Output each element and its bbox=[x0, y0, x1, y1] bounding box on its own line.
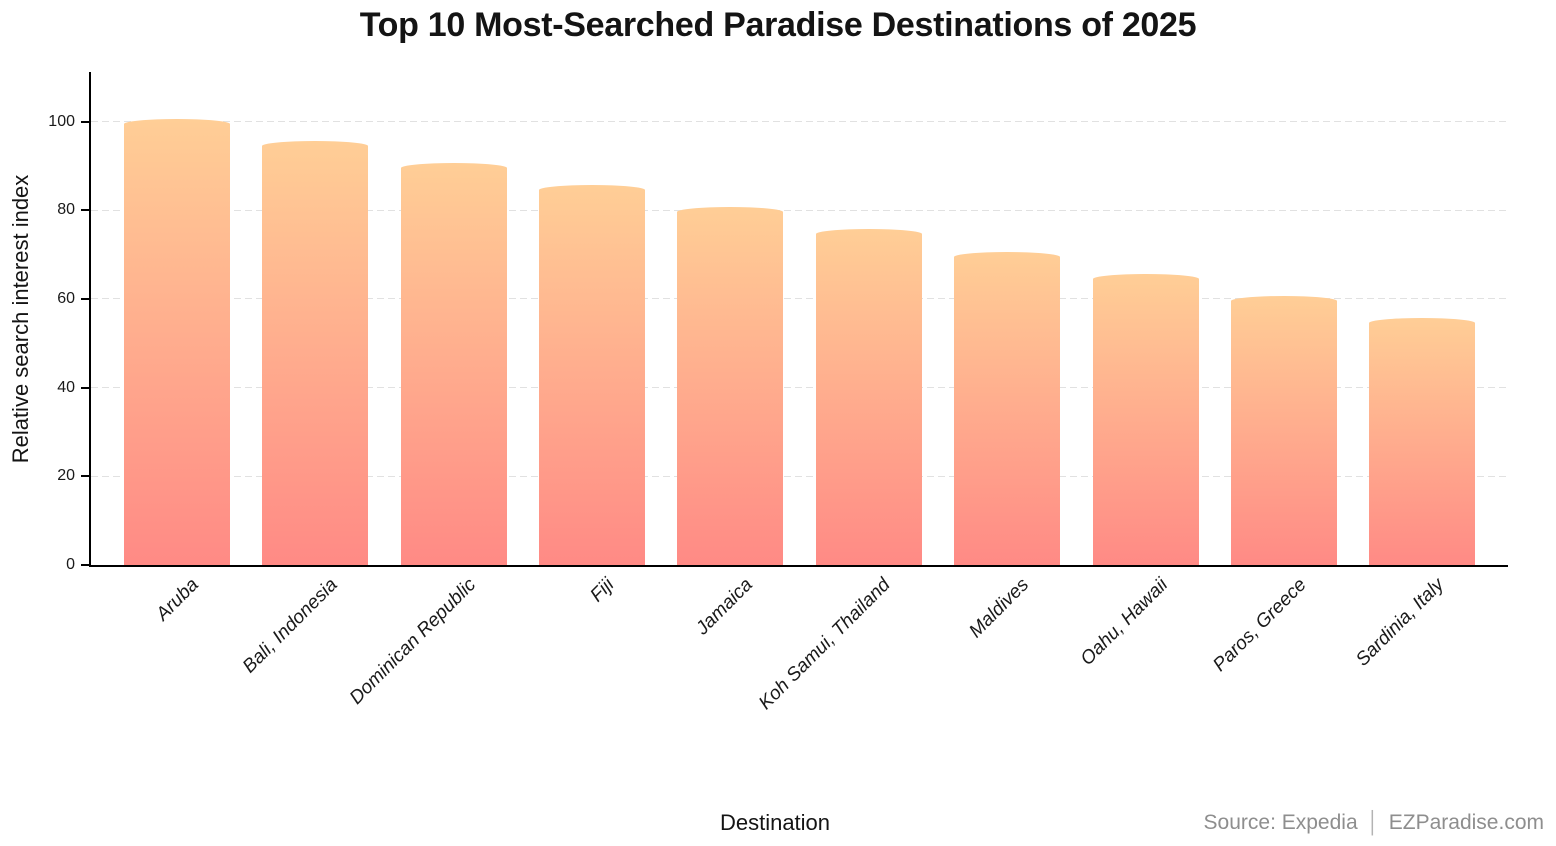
bar-oahu-hawaii bbox=[1092, 273, 1199, 565]
brand-text: EZParadise.com bbox=[1388, 811, 1544, 834]
x-tick-label: Oahu, Hawaii bbox=[1076, 574, 1172, 670]
x-tick-label: Fiji bbox=[586, 574, 619, 607]
y-tick-label: 0 bbox=[66, 556, 75, 573]
gridline-60 bbox=[91, 298, 1508, 300]
bar-paros-greece bbox=[1231, 295, 1337, 565]
bar-maldives bbox=[954, 251, 1061, 565]
y-tick-mark bbox=[81, 297, 89, 300]
bar-fiji bbox=[539, 185, 645, 565]
x-tick-label: Bali, Indonesia bbox=[238, 574, 342, 678]
bar-sardinia-italy bbox=[1369, 318, 1476, 565]
gridline-20 bbox=[91, 475, 1508, 477]
x-tick-label: Paros, Greece bbox=[1208, 574, 1311, 676]
plot-area: 0 20 40 60 80 100 Aruba Bali, Indonesia Dominic… bbox=[48, 72, 1508, 714]
x-tick-label: Dominican Republic bbox=[345, 574, 480, 709]
x-tick-label: Jamaica bbox=[691, 574, 757, 640]
gridline-80 bbox=[91, 209, 1508, 211]
source-line: Source: Expedia │ EZParadise.com bbox=[1204, 811, 1544, 835]
y-tick-label: 40 bbox=[57, 378, 75, 396]
x-tick-label: Maldives bbox=[965, 574, 1034, 643]
y-tick-mark bbox=[81, 120, 89, 123]
gridline-100 bbox=[91, 121, 1508, 122]
y-tick-mark bbox=[81, 386, 89, 389]
source-separator: │ bbox=[1366, 811, 1380, 834]
y-tick-label: 80 bbox=[57, 201, 75, 219]
y-tick-mark bbox=[81, 564, 89, 566]
y-tick-mark bbox=[81, 475, 89, 478]
x-tick-label: Sardinia, Italy bbox=[1352, 574, 1449, 671]
x-axis-label: Destination bbox=[719, 810, 831, 835]
y-tick-label: 100 bbox=[48, 112, 75, 130]
bar-aruba bbox=[123, 118, 230, 565]
y-tick-mark bbox=[81, 209, 89, 212]
bar-jamaica bbox=[677, 207, 784, 565]
bar-dominican-republic bbox=[400, 162, 507, 565]
x-tick-label: Koh Samui, Thailand bbox=[755, 574, 895, 714]
y-tick-label: 20 bbox=[57, 467, 75, 485]
chart-title: Top 10 Most-Searched Paradise Destinatio… bbox=[359, 6, 1197, 44]
y-tick-label: 60 bbox=[57, 289, 75, 307]
x-tick-label: Aruba bbox=[152, 574, 203, 625]
source-text: Source: Expedia bbox=[1203, 811, 1358, 834]
gridline-40 bbox=[91, 387, 1508, 389]
bar-bali-indonesia bbox=[262, 140, 369, 565]
bar-koh-samui-thailand bbox=[815, 229, 922, 565]
